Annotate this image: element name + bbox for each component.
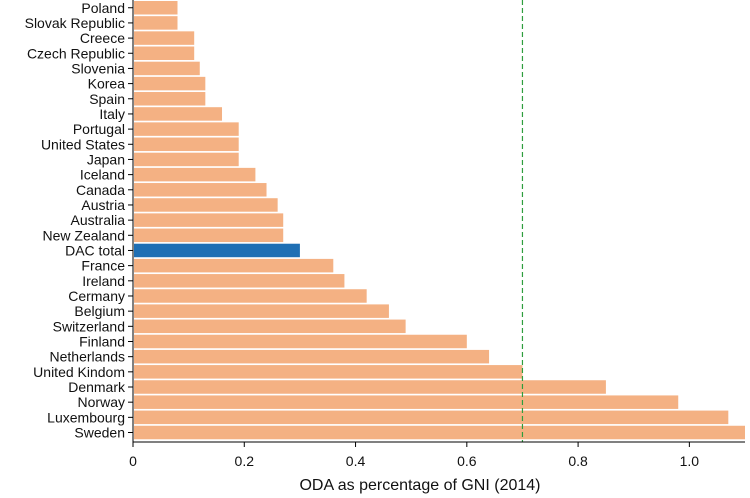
bar-italy bbox=[134, 107, 223, 121]
bar-slovak-republic bbox=[134, 16, 178, 30]
category-label: Canada bbox=[76, 182, 125, 198]
bar-cermany bbox=[134, 289, 367, 303]
category-label: Norway bbox=[78, 394, 125, 410]
category-label: Denmark bbox=[68, 379, 126, 395]
bar-japan bbox=[134, 152, 239, 167]
bar-denmark bbox=[134, 380, 606, 394]
bar-dac-total bbox=[134, 243, 300, 258]
bar-creece bbox=[134, 31, 195, 45]
category-label: Ireland bbox=[82, 273, 125, 289]
category-label: United Kindom bbox=[33, 364, 125, 380]
category-label: Spain bbox=[89, 91, 125, 107]
bar-norway bbox=[134, 395, 679, 409]
bar-belgium bbox=[134, 304, 389, 318]
category-label: Austria bbox=[81, 197, 125, 213]
bar-czech-republic bbox=[134, 46, 195, 61]
category-label: Switzerland bbox=[53, 318, 125, 334]
bar-new-zealand bbox=[134, 228, 284, 243]
x-ticks-layer: 0 0.2 0.4 0.6 0.8 1.0 bbox=[129, 442, 699, 469]
axes-layer bbox=[128, 0, 745, 443]
bar-france bbox=[134, 258, 334, 273]
x-axis-title: ODA as percentage of GNI (2014) bbox=[299, 477, 540, 494]
category-label: Korea bbox=[88, 76, 126, 92]
x-tick-label: 0.6 bbox=[457, 453, 477, 469]
x-tick-label: 0.4 bbox=[346, 453, 366, 469]
category-label: Cermany bbox=[68, 288, 125, 304]
category-label: Luxembourg bbox=[47, 409, 125, 425]
category-label: Netherlands bbox=[50, 349, 126, 365]
category-label: Portugal bbox=[73, 121, 125, 137]
bar-korea bbox=[134, 76, 206, 91]
x-tick-label: 0.2 bbox=[235, 453, 255, 469]
category-label: Belgium bbox=[74, 303, 125, 319]
category-label: Czech Republic bbox=[27, 45, 125, 61]
bar-united-kindom bbox=[134, 365, 523, 379]
bar-austria bbox=[134, 198, 278, 212]
bar-portugal bbox=[134, 122, 239, 136]
category-label: Australia bbox=[71, 212, 126, 228]
bar-iceland bbox=[134, 167, 256, 182]
x-tick-label: 0 bbox=[129, 453, 137, 469]
category-label: Slovenia bbox=[71, 60, 125, 76]
bar-switzerland bbox=[134, 319, 406, 334]
bar-sweden bbox=[134, 425, 745, 440]
bar-poland bbox=[134, 1, 178, 15]
category-label: France bbox=[81, 258, 125, 274]
category-label: DAC total bbox=[65, 242, 125, 258]
category-label: Japan bbox=[87, 151, 125, 167]
bar-ireland bbox=[134, 274, 345, 288]
category-label: Iceland bbox=[80, 167, 125, 183]
category-label: Creece bbox=[80, 30, 125, 46]
category-label: Italy bbox=[99, 106, 125, 122]
category-label: Poland bbox=[81, 0, 125, 16]
bar-slovenia bbox=[134, 61, 200, 76]
bar-netherlands bbox=[134, 349, 490, 364]
bars-layer bbox=[134, 1, 745, 440]
bar-canada bbox=[134, 183, 267, 197]
bar-finland bbox=[134, 334, 467, 349]
category-label: Slovak Republic bbox=[25, 15, 125, 31]
category-label: Sweden bbox=[74, 425, 125, 441]
bar-united-states bbox=[134, 137, 239, 152]
bar-luxembourg bbox=[134, 410, 729, 425]
x-tick-label: 1.0 bbox=[680, 453, 700, 469]
bar-spain bbox=[134, 92, 206, 106]
bar-australia bbox=[134, 213, 284, 227]
category-label: New Zealand bbox=[43, 227, 126, 243]
x-tick-label: 0.8 bbox=[568, 453, 588, 469]
category-label: United States bbox=[41, 136, 125, 152]
category-label: Finland bbox=[79, 333, 125, 349]
